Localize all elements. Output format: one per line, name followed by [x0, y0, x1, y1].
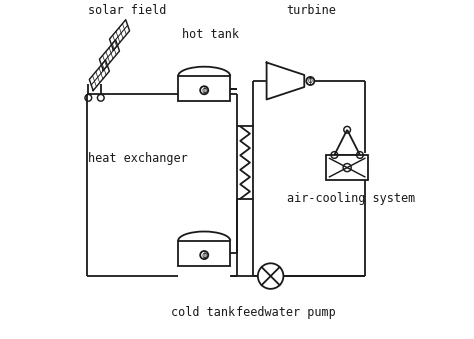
Text: cold tank: cold tank: [171, 306, 236, 319]
Text: turbine: turbine: [286, 4, 336, 17]
Polygon shape: [266, 62, 304, 99]
Text: solar field: solar field: [89, 4, 167, 17]
Text: ϕ: ϕ: [308, 77, 313, 85]
Text: feedwater pump: feedwater pump: [236, 306, 336, 319]
Text: ϕ: ϕ: [201, 251, 207, 260]
Text: heat exchanger: heat exchanger: [89, 152, 188, 165]
Circle shape: [258, 263, 283, 289]
Bar: [326, 155, 368, 180]
Text: air-cooling system: air-cooling system: [287, 192, 416, 205]
Bar: [237, 126, 253, 199]
Bar: [178, 241, 230, 266]
Text: hot tank: hot tank: [182, 28, 238, 41]
Text: ϕ: ϕ: [201, 86, 207, 95]
Bar: [178, 76, 230, 101]
